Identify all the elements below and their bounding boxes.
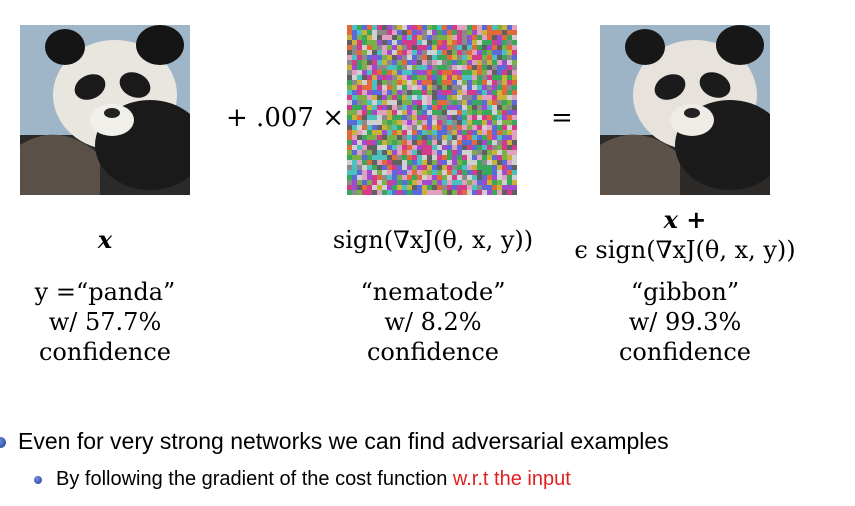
- bullet-sub: By following the gradient of the cost fu…: [34, 468, 571, 491]
- column-adversarial: x + ϵ sign(∇xJ(θ, x, y)) “gibbon” w/ 99.…: [535, 205, 835, 367]
- label-confidence-value: w/ 8.2%: [384, 308, 482, 336]
- column-noise: sign(∇xJ(θ, x, y)) “nematode” w/ 8.2% co…: [283, 225, 583, 367]
- label-confidence-value: w/ 57.7%: [48, 308, 162, 336]
- panda-image-adversarial: [600, 25, 770, 195]
- bullet-main: Even for very strong networks we can fin…: [0, 428, 669, 455]
- equals-operator: =: [551, 103, 573, 133]
- bullet-dot-icon: [34, 475, 42, 484]
- plus-coefficient-operator: + .007 ×: [226, 103, 344, 133]
- column-original: x y =“panda” w/ 57.7% confidence: [0, 225, 255, 367]
- expression-x: x: [97, 225, 113, 254]
- bullet-main-text: Even for very strong networks we can fin…: [18, 428, 669, 454]
- label-class: “gibbon”: [630, 278, 740, 306]
- label-class: y =“panda”: [34, 278, 176, 306]
- adversarial-noise-image: [347, 25, 517, 195]
- label-confidence-word: confidence: [618, 338, 752, 366]
- expression-x-plus: x +: [663, 205, 707, 234]
- bullet-sub-highlight: w.r.t the input: [452, 468, 571, 490]
- bullet-dot-icon: [0, 437, 6, 449]
- expression-epsilon-sign: ϵ sign(∇xJ(θ, x, y)): [574, 236, 796, 264]
- expression-sign-gradient: sign(∇xJ(θ, x, y)): [332, 226, 534, 254]
- label-confidence-word: confidence: [38, 338, 172, 366]
- label-confidence-value: w/ 99.3%: [628, 308, 742, 336]
- bullet-sub-text: By following the gradient of the cost fu…: [56, 468, 453, 490]
- label-confidence-word: confidence: [366, 338, 500, 366]
- panda-image-original: [20, 25, 190, 195]
- label-class: “nematode”: [360, 278, 506, 306]
